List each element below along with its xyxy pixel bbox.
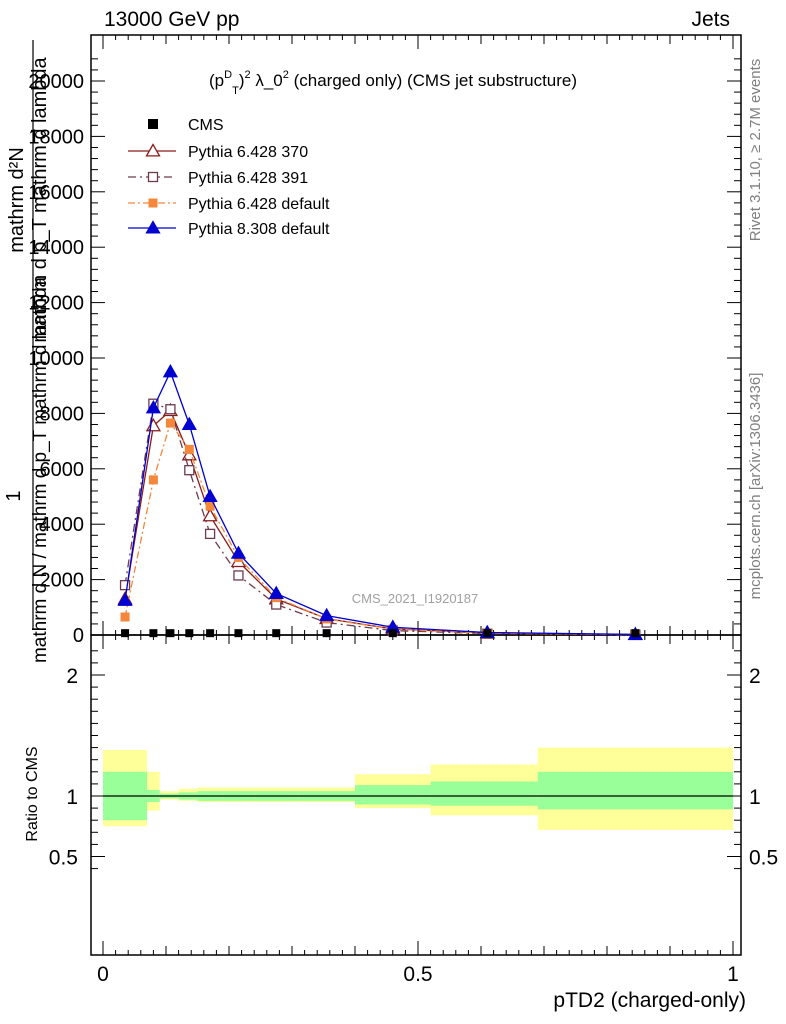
ratio-band-inner [537,771,733,810]
y-tick-label: 16000 [28,182,84,204]
x-tick-label: 1 [727,963,739,986]
cms-point [483,629,492,638]
cms-point [631,629,640,638]
legend-label-1: Pythia 6.428 391 [188,170,308,187]
y-tick-label: 12000 [28,293,84,315]
title-part: ) [239,71,245,90]
title-sub: T [232,85,239,97]
title-sup: D [224,69,232,81]
series-point-1 [165,404,176,415]
ratio-band-inner [430,781,538,806]
series-point-3 [319,607,335,622]
legend-marker-cms [148,119,158,129]
header-right: Jets [691,8,730,31]
y-tick-label: 6000 [40,459,85,481]
legend-marker-1 [147,171,159,183]
series-point-0 [202,508,218,522]
ratio-band-inner [355,785,431,805]
series-point-3 [162,364,179,378]
analysis-watermark: CMS_2021_I1920187 [352,591,479,606]
cms-point [388,629,397,638]
title-part: λ_0 [251,71,283,90]
ratio-y-tick-label-left: 2 [66,665,78,688]
legend-marker-0 [145,143,161,157]
y-tick-label: 8000 [40,403,85,425]
cms-point [322,629,331,638]
legend-label-2: Pythia 6.428 default [188,196,330,213]
mcplots-credit-note: mcplots.cern.ch [arXiv:1306.3436] [747,373,764,600]
chart-title: (pDT)2 λ_02 (charged only) (CMS jet subs… [209,69,577,97]
series-point-3 [230,545,247,559]
title-sup: 2 [244,69,250,81]
ratio-y-tick-label-left: 0.5 [49,847,78,870]
cms-point [166,629,175,638]
y-tick-label: 4000 [40,514,85,536]
series-point-2 [148,475,158,485]
series-point-2 [165,418,175,428]
cms-point [206,629,215,638]
series-point-1 [184,465,195,476]
series-point-2 [120,612,130,622]
legend-marker-2 [148,198,158,208]
ratio-y-tick-label-right: 1 [749,786,761,809]
ratio-y-tick-label-right: 0.5 [749,847,778,870]
x-tick-label: 0.5 [403,963,432,986]
series-point-2 [205,501,215,511]
legend-label-cms: CMS [188,117,224,134]
y-tick-label: 20000 [28,71,84,93]
x-tick-label: 0 [97,963,109,986]
header-left: 13000 GeV pp [104,8,240,31]
ratio-y-tick-label-right: 2 [749,665,761,688]
ratio-y-axis-label: Ratio to CMS [24,746,41,841]
series-point-1 [119,579,131,591]
series-point-3 [145,400,162,414]
legend-marker-3 [145,220,161,234]
y-tick-label: 10000 [28,348,84,370]
cms-point [272,629,281,638]
y-tick-label: 14000 [28,237,84,259]
ratio-plot-frame [90,634,742,956]
legend-label-3: Pythia 8.308 default [188,221,330,238]
series-point-1 [233,570,244,581]
y-tick-label: 2000 [40,570,85,592]
y-axis-label-top: mathrm d²N [6,147,28,253]
y-axis-label-denominator: mathrm d N / mathrm d p_T mathrm d lambd… [30,277,51,664]
series-point-3 [202,488,218,503]
series-point-3 [117,592,133,606]
series-point-2 [184,444,194,454]
y-tick-label: 18000 [28,126,84,148]
title-part: (charged only) (CMS jet substructure) [289,71,577,90]
title-part: (p [209,71,224,90]
cms-point [121,629,130,638]
series-point-3 [268,585,284,599]
legend-label-0: Pythia 6.428 370 [188,144,308,161]
x-axis-label: pTD2 (charged-only) [553,989,746,1012]
y-axis-label-overlap: mathrm d p_T mathrm d lambda [29,56,51,342]
y-tick-label: 0 [73,625,84,647]
rivet-version-note: Rivet 3.1.10, ≥ 2.7M events [747,59,764,242]
cms-point [185,629,194,638]
series-point-1 [204,528,216,540]
series-point-0 [181,447,197,461]
cms-point [149,629,158,638]
cms-point [234,629,243,638]
y-axis-label-numerator: 1 [3,490,25,501]
ratio-y-tick-label-left: 1 [66,786,78,809]
title-sup: 2 [283,69,289,81]
series-point-3 [181,416,197,431]
